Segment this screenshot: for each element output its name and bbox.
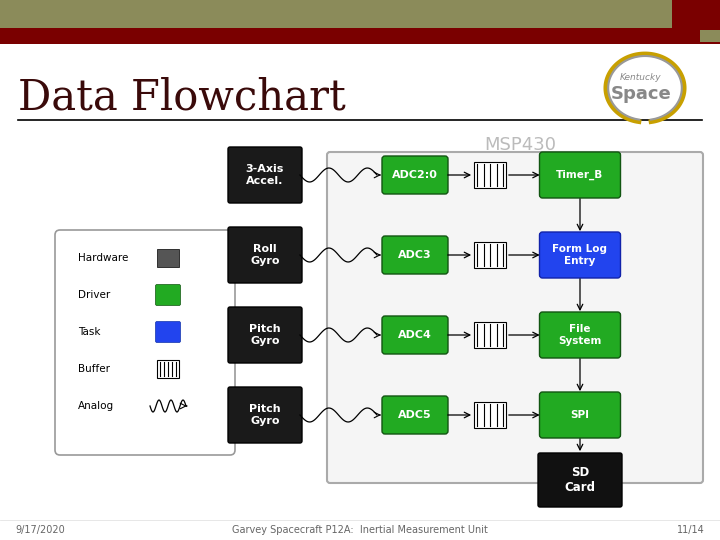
Bar [474, 242, 506, 268]
Text: Analog: Analog [78, 401, 114, 411]
Bar [157, 249, 179, 267]
FancyBboxPatch shape [382, 156, 448, 194]
Text: Space: Space [611, 85, 671, 103]
Text: Roll
Gyro: Roll Gyro [251, 244, 280, 266]
Text: 3-Axis
Accel.: 3-Axis Accel. [246, 164, 284, 186]
FancyBboxPatch shape [382, 396, 448, 434]
FancyBboxPatch shape [55, 230, 235, 455]
Bar [474, 162, 506, 188]
FancyBboxPatch shape [539, 152, 621, 198]
Text: Pitch
Gyro: Pitch Gyro [249, 404, 281, 426]
Bar [0, 28, 720, 44]
Text: Pitch
Gyro: Pitch Gyro [249, 324, 281, 346]
Text: MSP430: MSP430 [484, 136, 556, 154]
Text: Data Flowchart: Data Flowchart [18, 77, 346, 119]
FancyBboxPatch shape [539, 392, 621, 438]
Bar [0, 0, 672, 28]
Bar [474, 402, 506, 428]
FancyBboxPatch shape [539, 232, 621, 278]
Text: Form Log
Entry: Form Log Entry [552, 244, 608, 266]
Text: Garvey Spacecraft P12A:  Inertial Measurement Unit: Garvey Spacecraft P12A: Inertial Measure… [232, 525, 488, 535]
Text: Timer_B: Timer_B [557, 170, 603, 180]
FancyBboxPatch shape [228, 387, 302, 443]
Text: Driver: Driver [78, 290, 110, 300]
FancyBboxPatch shape [327, 152, 703, 483]
Text: Buffer: Buffer [78, 364, 110, 374]
Text: 9/17/2020: 9/17/2020 [15, 525, 65, 535]
Bar [672, 0, 720, 28]
FancyBboxPatch shape [539, 312, 621, 358]
Text: SD
Card: SD Card [564, 466, 595, 494]
FancyBboxPatch shape [228, 147, 302, 203]
Text: Task: Task [78, 327, 101, 337]
Text: ADC5: ADC5 [398, 410, 432, 420]
Text: File
System: File System [558, 324, 602, 346]
FancyBboxPatch shape [382, 316, 448, 354]
FancyBboxPatch shape [228, 307, 302, 363]
FancyBboxPatch shape [538, 453, 622, 507]
FancyBboxPatch shape [382, 236, 448, 274]
Text: ADC2:0: ADC2:0 [392, 170, 438, 180]
Text: 11/14: 11/14 [678, 525, 705, 535]
Text: ADC4: ADC4 [398, 330, 432, 340]
Bar [474, 322, 506, 348]
Text: Hardware: Hardware [78, 253, 128, 263]
Text: ADC3: ADC3 [398, 250, 432, 260]
FancyBboxPatch shape [156, 285, 181, 306]
Text: Kentucky: Kentucky [620, 73, 662, 83]
FancyBboxPatch shape [228, 227, 302, 283]
Bar [700, 30, 720, 42]
Text: SPI: SPI [570, 410, 590, 420]
Bar [157, 360, 179, 378]
FancyBboxPatch shape [156, 321, 181, 342]
